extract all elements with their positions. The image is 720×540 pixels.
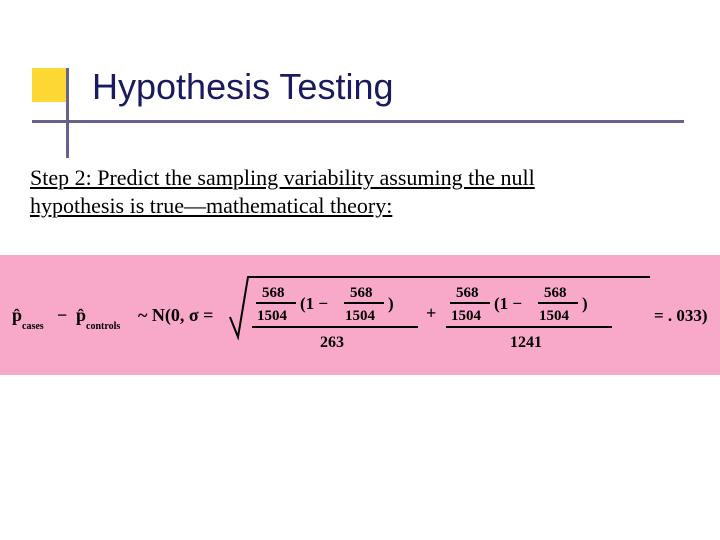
t1-denom: 263 xyxy=(320,334,344,351)
slide-title: Hypothesis Testing xyxy=(92,66,394,108)
t1-num-b: 1504 xyxy=(257,308,288,324)
phat-cases: p̂ xyxy=(12,305,22,325)
t1-num-a: 568 xyxy=(262,285,285,301)
t1-close: ) xyxy=(388,294,394,313)
formula: p̂ cases − p̂ controls ~ N(0, σ = 263 56… xyxy=(0,255,720,375)
slide: Hypothesis Testing Step 2: Predict the s… xyxy=(0,0,720,540)
sub-cases: cases xyxy=(22,321,44,332)
t1-open: (1 − xyxy=(300,294,328,313)
t1-inner-b: 1504 xyxy=(345,308,376,324)
t2-denom: 1241 xyxy=(510,334,542,351)
dist-text: ~ N(0, σ = xyxy=(138,305,213,326)
t2-num-b: 1504 xyxy=(451,308,482,324)
t2-inner-b: 1504 xyxy=(539,308,570,324)
corner-decoration xyxy=(32,68,68,102)
accent-vertical-line xyxy=(66,68,69,158)
title-underline xyxy=(32,120,684,123)
step-text-line2: hypothesis is true—mathematical theory: xyxy=(30,193,392,219)
t1-inner-a: 568 xyxy=(350,285,373,301)
result-text: = . 033) xyxy=(654,306,708,325)
t2-inner-a: 568 xyxy=(544,285,567,301)
t2-open: (1 − xyxy=(494,294,522,313)
t2-num-a: 568 xyxy=(456,285,479,301)
minus-sign: − xyxy=(57,305,67,325)
phat-controls: p̂ xyxy=(76,305,86,325)
plus-sign: + xyxy=(426,303,436,323)
sub-controls: controls xyxy=(86,321,120,332)
t2-close: ) xyxy=(582,294,588,313)
step-text-line1: Step 2: Predict the sampling variability… xyxy=(30,165,535,191)
